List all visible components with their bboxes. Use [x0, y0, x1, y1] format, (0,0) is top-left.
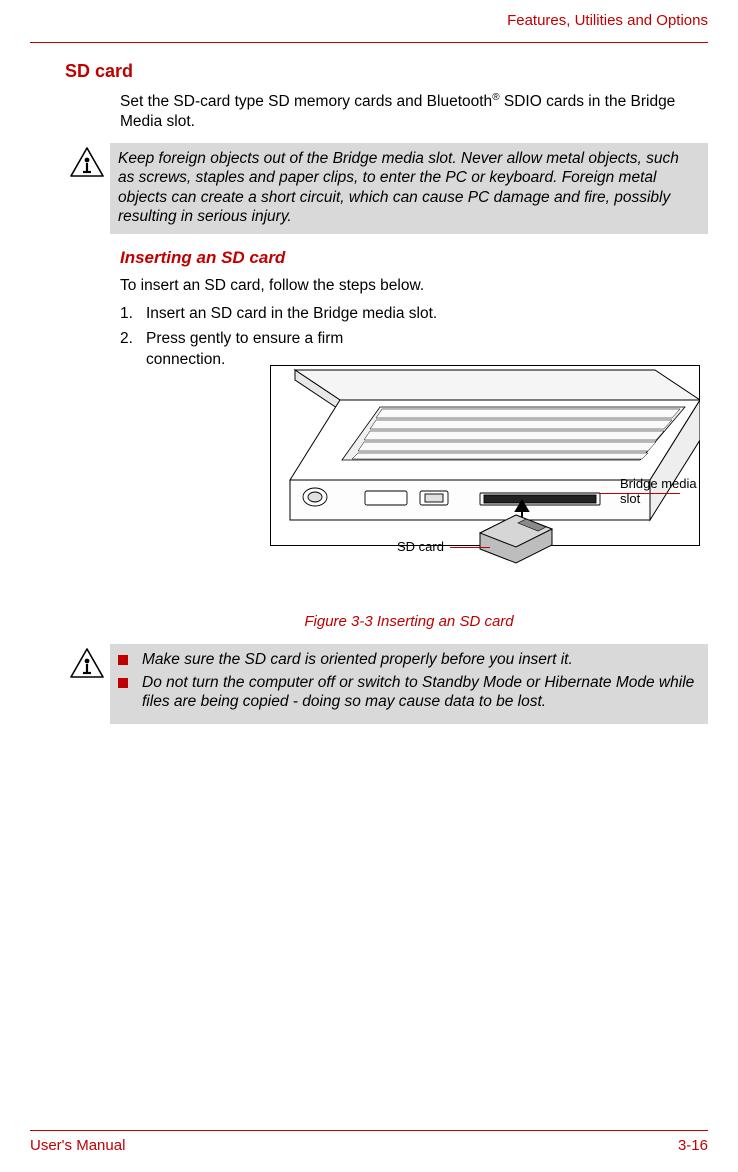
- caution-icon: [64, 644, 110, 678]
- figure: Bridge media slot SD card: [120, 365, 698, 595]
- caution-text-2: Make sure the SD card is oriented proper…: [110, 644, 708, 724]
- intro-paragraph: Set the SD-card type SD memory cards and…: [120, 92, 698, 131]
- footer-left: User's Manual: [30, 1137, 125, 1154]
- bullet-icon: [118, 678, 128, 688]
- caution-icon: [64, 143, 110, 177]
- step-text: Insert an SD card in the Bridge media sl…: [146, 304, 698, 325]
- bullet-text: Do not turn the computer off or switch t…: [142, 673, 698, 712]
- header-rule: [30, 42, 708, 43]
- chapter-title: Features, Utilities and Options: [507, 12, 708, 29]
- caution-block-1: Keep foreign objects out of the Bridge m…: [64, 143, 708, 235]
- step-number: 1.: [120, 304, 146, 325]
- section-title: SD card: [65, 61, 708, 82]
- steps-list: 1. Insert an SD card in the Bridge media…: [120, 304, 698, 371]
- step-item: 1. Insert an SD card in the Bridge media…: [120, 304, 698, 325]
- footer: User's Manual 3-16: [30, 1130, 708, 1154]
- caution-block-2: Make sure the SD card is oriented proper…: [64, 644, 708, 724]
- callout-bridge-slot: Bridge media slot: [620, 476, 698, 506]
- callout-line: [450, 547, 490, 548]
- figure-illustration: [270, 365, 700, 565]
- caution-bullet: Do not turn the computer off or switch t…: [118, 673, 698, 712]
- bullet-icon: [118, 655, 128, 665]
- bullet-text: Make sure the SD card is oriented proper…: [142, 650, 698, 669]
- caution-text-1: Keep foreign objects out of the Bridge m…: [110, 143, 708, 235]
- caution-bullet: Make sure the SD card is oriented proper…: [118, 650, 698, 669]
- footer-right: 3-16: [678, 1137, 708, 1154]
- figure-caption: Figure 3-3 Inserting an SD card: [120, 613, 698, 630]
- subsection-heading: Inserting an SD card: [120, 248, 698, 268]
- subsection-lead: To insert an SD card, follow the steps b…: [120, 276, 698, 295]
- callout-sd-card: SD card: [397, 539, 444, 554]
